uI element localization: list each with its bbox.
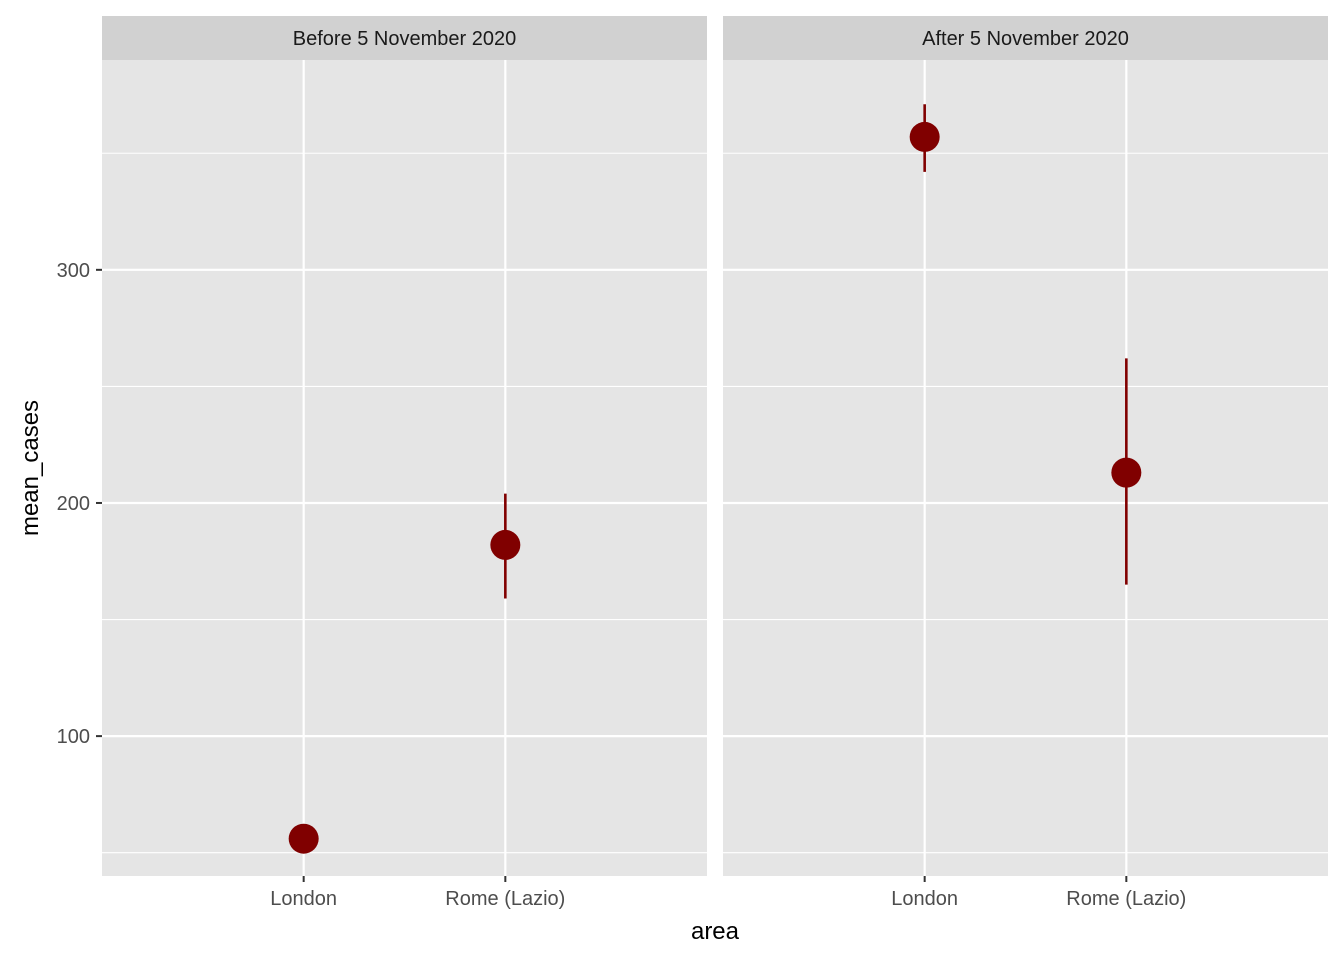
x-tick-label: Rome (Lazio) — [1066, 888, 1186, 910]
data-point — [288, 823, 319, 854]
x-tick-label: London — [270, 888, 337, 910]
y-tick-label: 100 — [57, 726, 90, 748]
panels: Before 5 November 2020 London Rome (Lazio)… — [102, 16, 1328, 910]
data-point — [490, 529, 521, 560]
panel-background — [723, 60, 1328, 876]
y-axis-title: mean_cases — [17, 400, 44, 536]
y-axis: 100 200 300 — [57, 260, 102, 748]
y-tick-label: 300 — [57, 260, 90, 282]
data-point — [909, 121, 940, 152]
facet-strip-label: After 5 November 2020 — [922, 28, 1129, 50]
x-tick-label: London — [891, 888, 958, 910]
facet-strip — [723, 16, 1328, 60]
x-tick-label: Rome (Lazio) — [445, 888, 565, 910]
x-axis-title: area — [691, 918, 740, 945]
facet-panel-0: Before 5 November 2020 London Rome (Lazio) — [102, 16, 707, 910]
data-point — [1111, 457, 1142, 488]
panel-background — [102, 60, 707, 876]
facet-strip — [102, 16, 707, 60]
facet-strip-label: Before 5 November 2020 — [293, 28, 516, 50]
y-tick-label: 200 — [57, 493, 90, 515]
facet-panel-1: After 5 November 2020 London Rome (Lazio) — [723, 16, 1328, 910]
